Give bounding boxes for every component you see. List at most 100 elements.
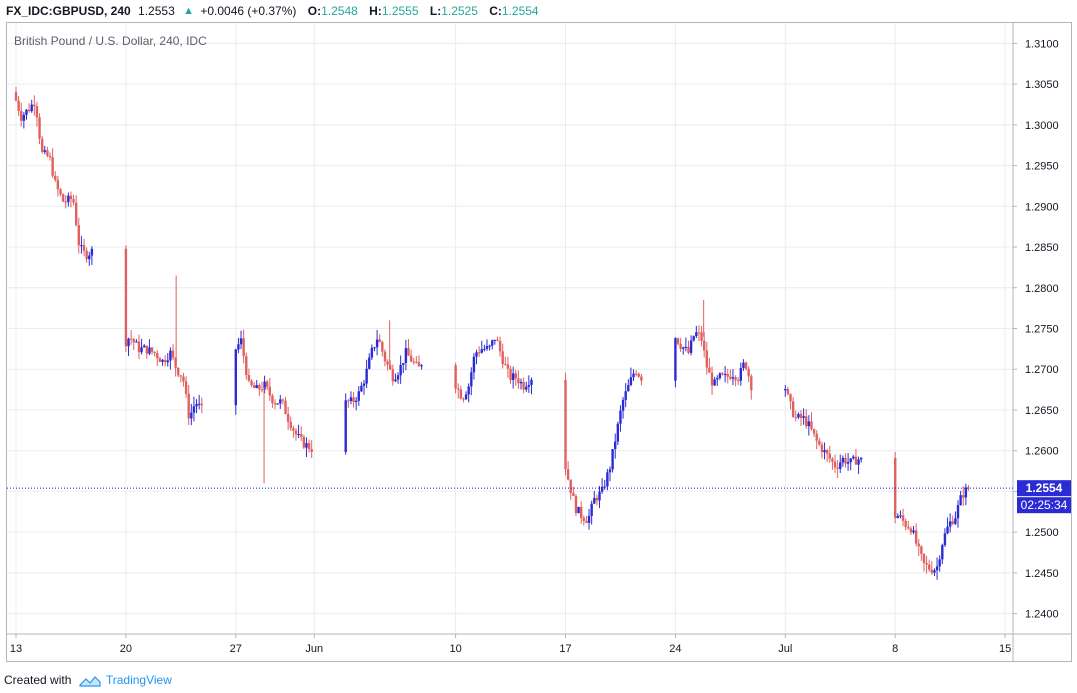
candle-body xyxy=(132,339,135,343)
candle-body xyxy=(69,195,73,200)
footer: Created with TradingView xyxy=(4,671,172,689)
candle-body xyxy=(841,457,845,463)
current-price-value: 1.2554 xyxy=(1026,481,1063,495)
candle-body xyxy=(522,381,525,390)
candle-body xyxy=(289,421,292,429)
candle-body xyxy=(85,250,88,260)
y-tick-label: 1.2700 xyxy=(1025,364,1059,376)
candle-body xyxy=(27,109,31,112)
candle-body xyxy=(260,389,264,391)
candle-body xyxy=(611,449,614,470)
candle-body xyxy=(786,388,790,395)
candle-body xyxy=(682,347,685,349)
symbol-header: FX_IDC:GBPUSD, 240 1.2553 ▲ +0.0046 (+0.… xyxy=(0,0,1077,22)
symbol-label[interactable]: FX_IDC:GBPUSD, 240 xyxy=(6,4,131,18)
x-tick-label: 8 xyxy=(892,643,898,655)
candle-body xyxy=(621,399,625,411)
candle-body xyxy=(938,559,941,567)
candle-body xyxy=(818,440,821,445)
candle-body xyxy=(933,570,936,573)
candle-body xyxy=(344,400,347,452)
candle-body xyxy=(485,346,489,349)
x-tick-label: 15 xyxy=(999,643,1011,655)
candle-body xyxy=(697,332,701,334)
x-tick-label: 10 xyxy=(449,643,461,655)
candle-body xyxy=(394,379,397,382)
candle-body xyxy=(825,450,829,454)
candle-body xyxy=(20,111,23,121)
candle-body xyxy=(914,530,918,544)
candle-body xyxy=(580,506,583,518)
candle-body xyxy=(527,384,531,387)
candle-body xyxy=(920,546,923,554)
candle-body xyxy=(948,521,952,527)
candle-body xyxy=(192,406,196,413)
candle-body xyxy=(25,109,28,115)
candle-body xyxy=(506,364,510,369)
candle-body xyxy=(14,92,18,101)
candle-body xyxy=(67,195,70,203)
candle-body xyxy=(899,515,902,517)
candle-body xyxy=(705,350,708,368)
price-axis[interactable]: 1.3100 1.3050 1.3000 1.2950 1.2900 1.2850 1.28… xyxy=(1013,38,1059,621)
candle-body xyxy=(828,453,831,459)
candle-body xyxy=(148,347,151,354)
grid-lines xyxy=(7,23,1013,634)
candle-body xyxy=(846,462,850,464)
candle-body xyxy=(784,388,787,391)
candle-body xyxy=(74,202,78,226)
candle-body xyxy=(593,497,596,504)
candle-body xyxy=(807,421,811,427)
candle-body xyxy=(789,394,792,402)
price-chart[interactable]: 1.3100 1.3050 1.3000 1.2950 1.2900 1.2850 1.28… xyxy=(7,23,1071,661)
candle-body xyxy=(276,403,279,405)
candle-body xyxy=(501,351,504,365)
candle-body xyxy=(82,245,86,251)
price-change: +0.0046 (+0.37%) xyxy=(200,4,297,18)
candle-body xyxy=(514,373,517,379)
candle-body xyxy=(925,563,928,565)
candle-body xyxy=(182,376,185,382)
candle-body xyxy=(930,569,934,573)
candle-body xyxy=(941,545,944,560)
candle-body xyxy=(852,456,855,459)
open-value: 1.2548 xyxy=(321,4,358,18)
candle-body xyxy=(174,357,177,368)
candle-body xyxy=(721,373,724,375)
candle-body xyxy=(901,515,905,521)
candle-body xyxy=(273,403,277,405)
candle-body xyxy=(161,359,164,362)
candle-body xyxy=(509,368,512,381)
candle-body xyxy=(409,355,413,362)
up-arrow-icon: ▲ xyxy=(183,5,194,17)
candle-body xyxy=(375,339,379,348)
close-label: C: xyxy=(489,4,502,18)
tradingview-brand[interactable]: TradingView xyxy=(105,673,172,687)
candle-body xyxy=(700,332,703,341)
candle-body xyxy=(48,155,52,158)
axes xyxy=(7,23,1071,661)
y-tick-label: 1.2900 xyxy=(1025,201,1059,213)
candle-body xyxy=(922,553,926,564)
candle-body xyxy=(145,345,149,354)
y-tick-label: 1.2650 xyxy=(1025,405,1059,417)
candle-body xyxy=(844,457,847,464)
candle-body xyxy=(35,106,39,118)
candle-body xyxy=(59,189,62,195)
candle-body xyxy=(815,433,818,441)
candle-body xyxy=(54,175,57,180)
candle-body xyxy=(462,398,465,400)
candle-body xyxy=(909,528,913,533)
candle-body xyxy=(143,345,146,348)
candle-body xyxy=(412,361,415,363)
candle-body xyxy=(388,364,392,370)
candle-body xyxy=(454,365,457,389)
candle-body xyxy=(595,497,599,501)
open-label: O: xyxy=(307,4,322,18)
candle-body xyxy=(38,117,41,139)
candle-body xyxy=(839,462,842,469)
candle-body xyxy=(959,495,962,506)
candle-body xyxy=(417,362,421,367)
time-axis[interactable]: 13 20 27 Jun 10 17 24 Jul 8 15 xyxy=(10,634,1011,655)
candle-body xyxy=(156,353,159,359)
